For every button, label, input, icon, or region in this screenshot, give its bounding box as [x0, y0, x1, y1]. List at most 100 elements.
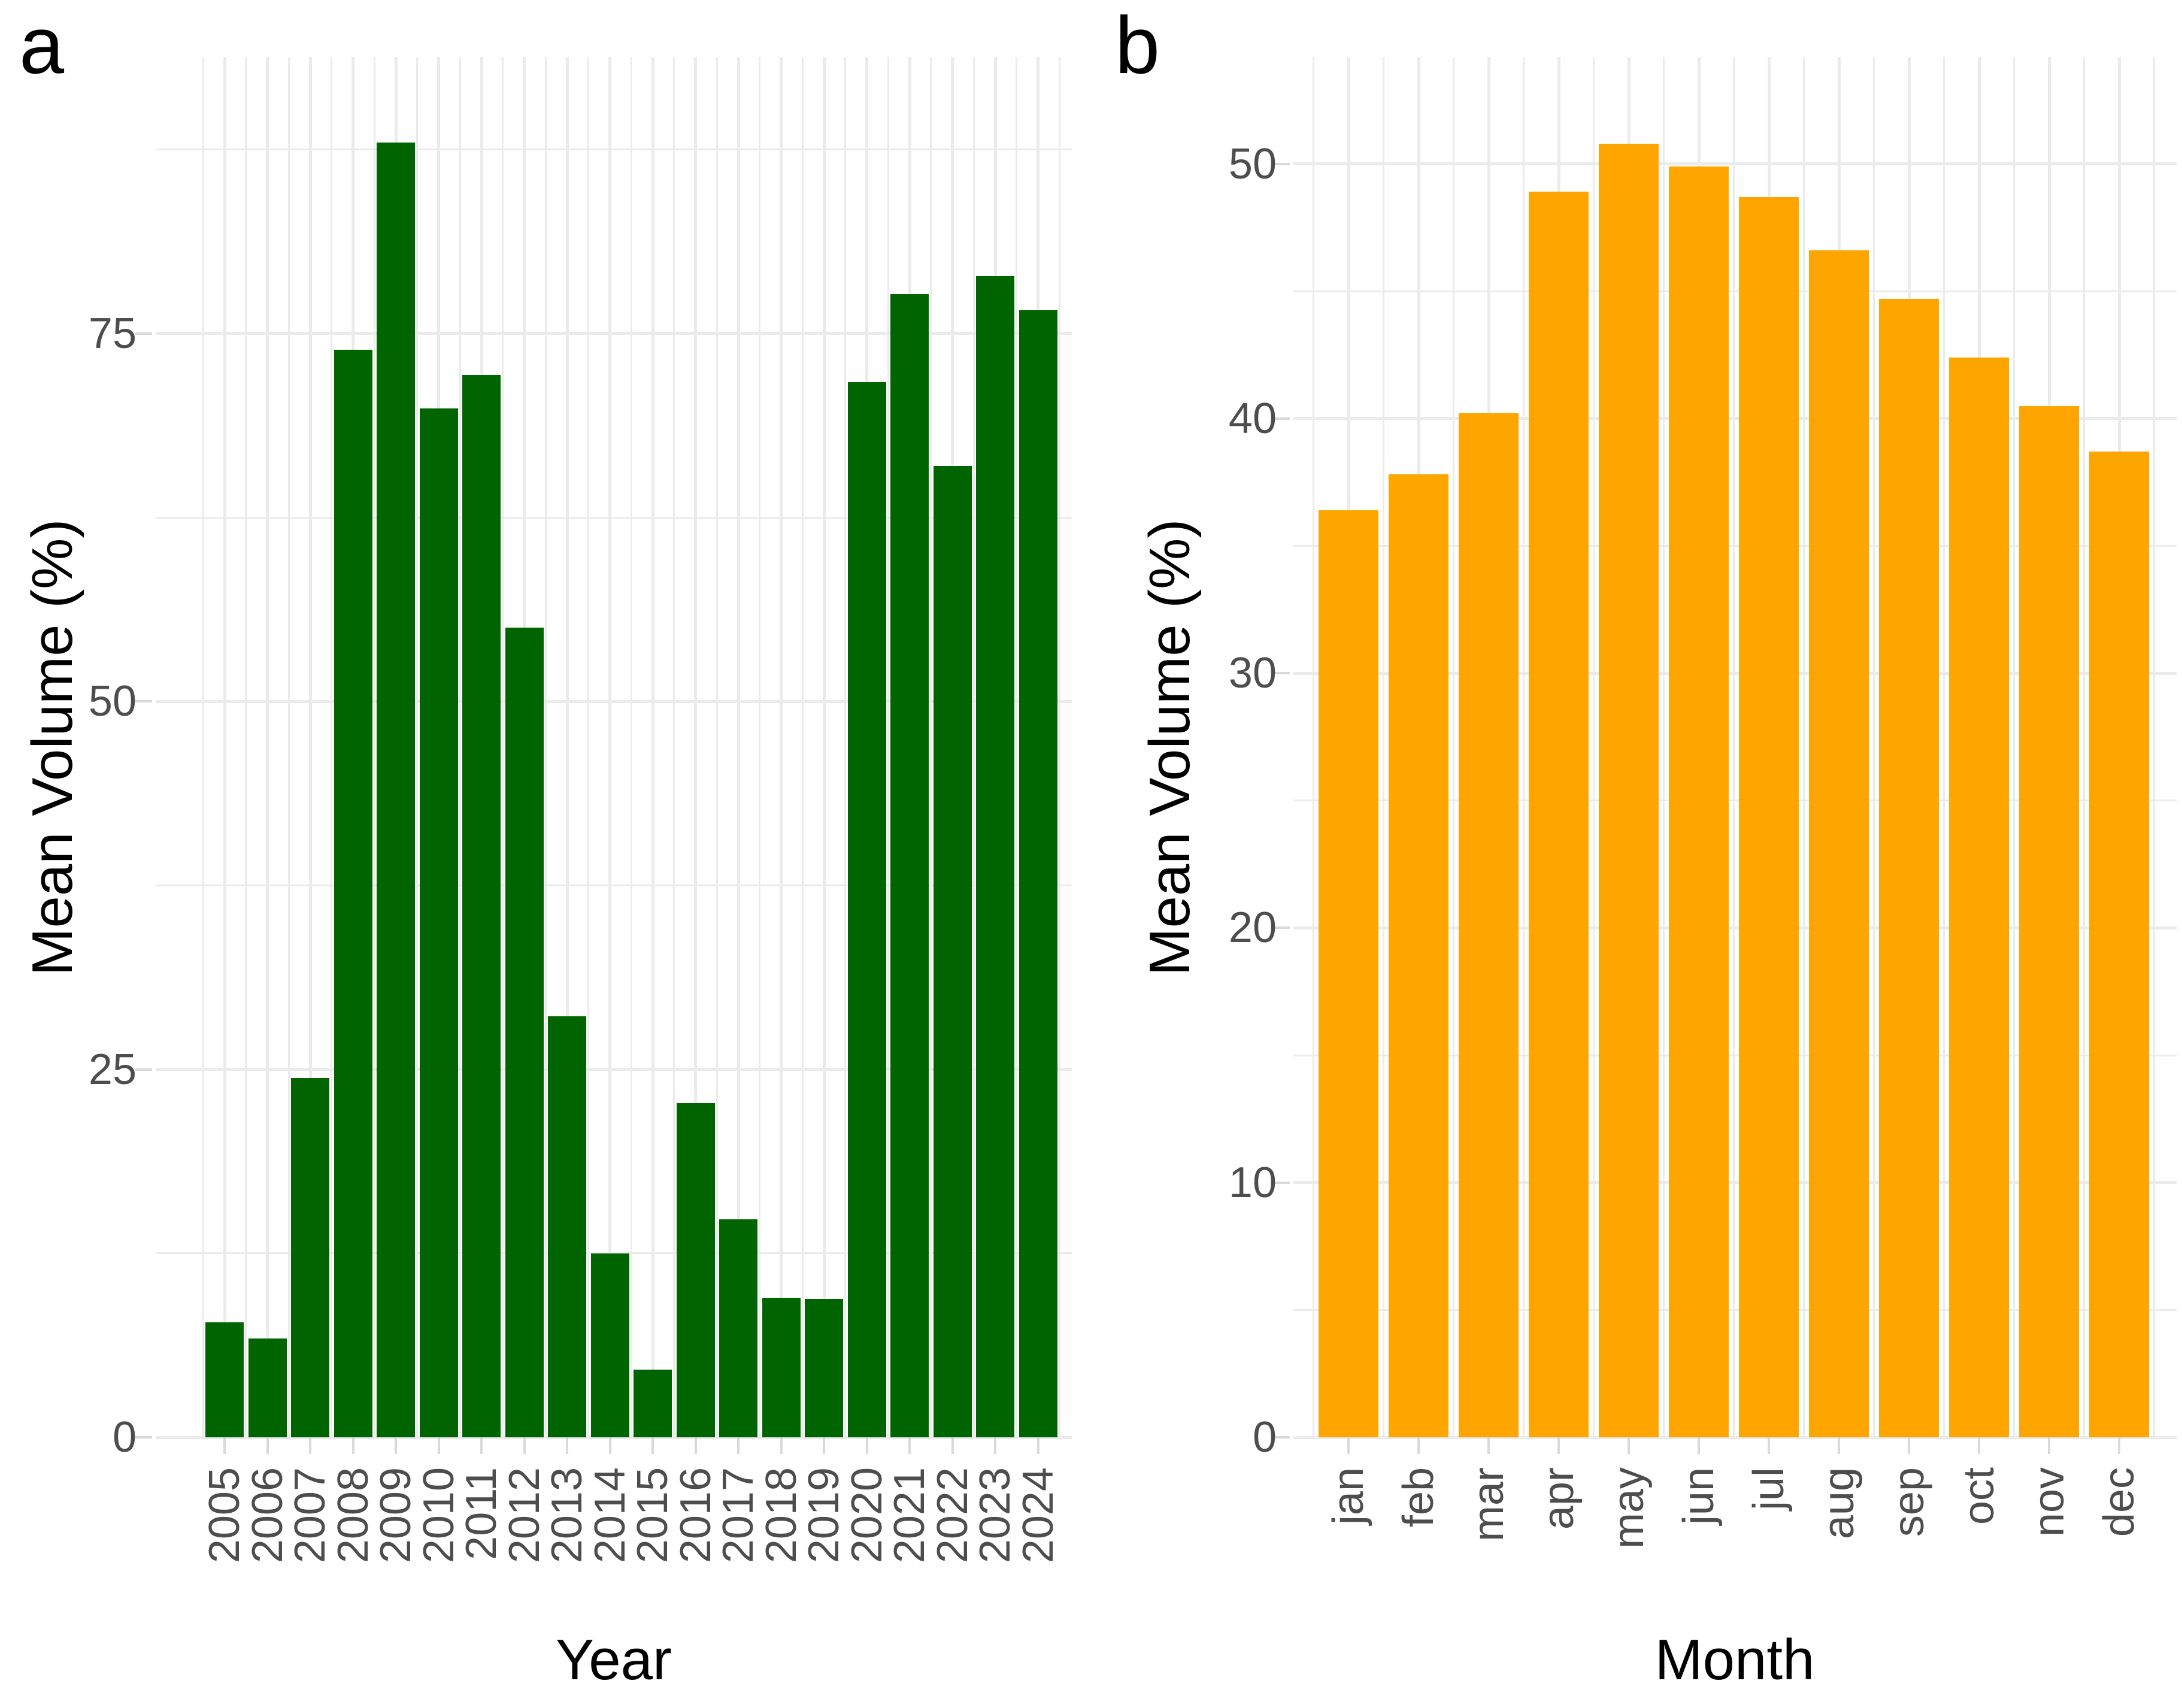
gridline-x-minor [887, 57, 889, 1437]
y-axis-tick-label: 50 [88, 677, 137, 726]
bar-may [1599, 143, 1659, 1437]
gridline-x-major [266, 57, 269, 1437]
x-axis-tick [1557, 1437, 1560, 1454]
x-axis-tick [437, 1437, 440, 1454]
gridline-x-minor [1943, 57, 1945, 1437]
x-axis-tick [951, 1437, 954, 1454]
x-axis-tick [223, 1437, 226, 1454]
bar-2018 [762, 1297, 801, 1437]
x-axis-tick [2048, 1437, 2050, 1454]
gridline-x-minor [331, 57, 333, 1437]
y-axis-tick-label: 10 [1228, 1158, 1277, 1207]
gridline-x-minor [587, 57, 590, 1437]
y-axis-tick-label: 0 [1252, 1413, 1277, 1461]
y-axis-tick [135, 1068, 152, 1071]
x-axis-tick [908, 1437, 911, 1454]
bar-2011 [462, 374, 501, 1437]
y-axis-tick-label: 40 [1228, 394, 1277, 443]
gridline-x-minor [544, 57, 547, 1437]
x-axis-title-a: Year [556, 1628, 672, 1692]
x-axis-tick [351, 1437, 354, 1454]
x-axis-tick [1838, 1437, 1840, 1454]
x-axis-tick-label: may [1605, 1467, 1653, 1549]
x-axis-tick-label: oct [1955, 1467, 2003, 1525]
bar-dec [2089, 452, 2149, 1437]
x-axis-tick [694, 1437, 697, 1454]
x-axis-tick [1347, 1437, 1350, 1454]
y-axis-tick [1273, 926, 1290, 929]
gridline-y-minor [1293, 800, 2177, 802]
gridline-x-major [565, 57, 569, 1437]
y-axis-tick [135, 1436, 152, 1439]
x-axis-tick [1628, 1437, 1630, 1454]
gridline-x-minor [416, 57, 419, 1437]
x-axis-tick [1698, 1437, 1700, 1454]
bar-2010 [419, 408, 458, 1437]
x-axis-tick-label: dec [2095, 1467, 2143, 1537]
gridline-y-major [1293, 417, 2177, 420]
x-axis-tick-label: apr [1535, 1467, 1583, 1530]
gridline-y-major [156, 1436, 1072, 1439]
x-axis-title-b: Month [1654, 1628, 1815, 1692]
x-axis-tick [1768, 1437, 1770, 1454]
bar-2009 [377, 142, 415, 1437]
bar-oct [1949, 357, 2009, 1437]
bar-2017 [719, 1219, 757, 1437]
gridline-x-minor [673, 57, 675, 1437]
x-axis-tick [1908, 1437, 1910, 1454]
gridline-x-minor [801, 57, 804, 1437]
bar-jun [1669, 166, 1729, 1437]
gridline-y-major [156, 699, 1072, 703]
gridline-x-major [694, 57, 697, 1437]
x-axis-tick [865, 1437, 868, 1454]
gridline-x-minor [1453, 57, 1454, 1437]
gridline-x-minor [2153, 57, 2155, 1437]
gridline-x-minor [1873, 57, 1875, 1437]
gridline-y-major [156, 332, 1072, 335]
gridline-x-minor [245, 57, 247, 1437]
bar-2020 [847, 382, 886, 1437]
gridline-x-minor [759, 57, 761, 1437]
y-axis-tick-label: 20 [1228, 904, 1277, 952]
gridline-x-minor [1593, 57, 1595, 1437]
bar-2006 [248, 1338, 287, 1437]
gridline-y-major [1293, 926, 2177, 929]
y-axis-tick-label: 75 [88, 309, 137, 358]
x-axis-tick [651, 1437, 654, 1454]
gridline-x-major [780, 57, 783, 1437]
x-axis-tick [780, 1437, 783, 1454]
gridline-x-minor [1523, 57, 1525, 1437]
gridline-x-minor [502, 57, 504, 1437]
gridline-y-minor [1293, 1054, 2177, 1056]
y-axis-tick [135, 332, 152, 335]
x-axis-tick [823, 1437, 825, 1454]
panel-label-a: a [19, 0, 65, 90]
x-axis-tick-label: nov [2025, 1467, 2073, 1537]
gridline-y-major [156, 1068, 1072, 1071]
bar-sep [1879, 299, 1939, 1437]
x-axis-tick [395, 1437, 397, 1454]
gridline-x-minor [1733, 57, 1735, 1437]
gridline-x-minor [202, 57, 204, 1437]
gridline-x-minor [972, 57, 975, 1437]
bar-2008 [334, 350, 372, 1437]
y-axis-tick [1273, 162, 1290, 165]
gridline-x-minor [287, 57, 290, 1437]
y-axis-tick [1273, 1181, 1290, 1184]
x-axis-tick-label: jul [1745, 1467, 1793, 1511]
gridline-y-major [1293, 1436, 2177, 1439]
gridline-x-minor [2083, 57, 2085, 1437]
bar-2014 [590, 1253, 629, 1437]
y-axis-tick [1273, 672, 1290, 675]
x-axis-tick [566, 1437, 568, 1454]
gridline-y-minor [1293, 290, 2177, 292]
gridline-x-minor [1383, 57, 1384, 1437]
gridline-x-minor [1663, 57, 1665, 1437]
gridline-x-major [737, 57, 740, 1437]
x-axis-tick [480, 1437, 483, 1454]
x-axis-tick-label: sep [1885, 1467, 1933, 1537]
